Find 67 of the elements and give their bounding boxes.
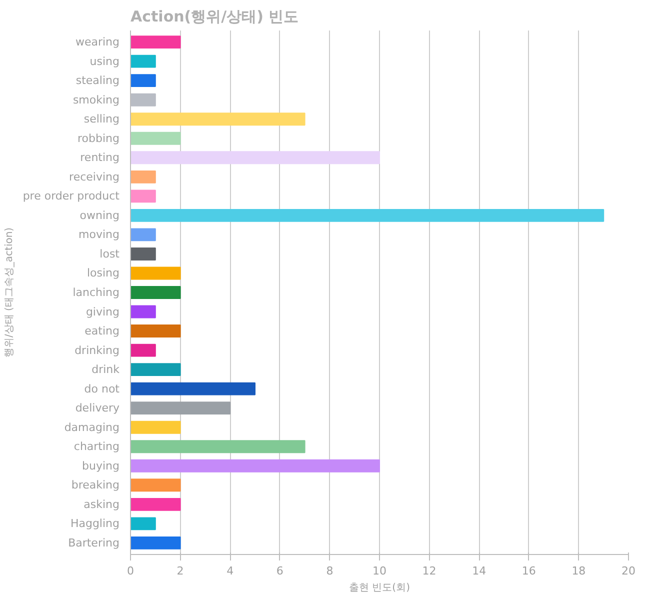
bar — [130, 382, 256, 396]
bar — [130, 536, 181, 550]
y-tick-label: lost — [100, 247, 120, 260]
bar — [130, 459, 380, 472]
bar — [130, 248, 156, 260]
y-tick-label: damaging — [64, 420, 120, 434]
bar — [130, 170, 156, 184]
bar — [130, 228, 156, 242]
y-tick-label: charting — [74, 440, 120, 454]
y-tick-label: eating — [84, 324, 120, 338]
y-tick-label: selling — [84, 112, 120, 126]
y-tick-label: Bartering — [68, 536, 120, 550]
bar — [130, 440, 306, 454]
chart-title: Action(행위/상태) 빈도 — [130, 8, 299, 26]
bar — [130, 305, 156, 318]
y-tick-label: moving — [78, 228, 120, 242]
x-tick-label: 0 — [127, 564, 134, 578]
bar — [130, 344, 156, 357]
y-tick-label: using — [90, 54, 120, 68]
y-tick-label: lanching — [72, 286, 120, 299]
bar — [130, 517, 156, 530]
y-tick-label: breaking — [71, 478, 120, 492]
y-tick-label: smoking — [72, 93, 120, 106]
bar — [130, 190, 156, 203]
bar — [130, 74, 156, 88]
bar — [130, 132, 181, 145]
x-tick-label: 2 — [176, 564, 184, 578]
y-tick-label: receiving — [69, 170, 120, 184]
bar — [130, 266, 181, 280]
y-tick-label: giving — [86, 305, 120, 318]
x-tick-label: 20 — [622, 564, 636, 578]
x-tick-label: 8 — [326, 564, 334, 578]
bar — [130, 54, 156, 68]
x-tick-label: 6 — [276, 564, 284, 578]
y-tick-label: pre order product — [22, 190, 120, 203]
bar — [130, 112, 306, 126]
bar — [130, 402, 231, 415]
bar — [130, 363, 181, 376]
bar — [130, 151, 380, 164]
y-tick-label: owning — [80, 208, 120, 222]
y-tick-label: delivery — [75, 402, 120, 415]
x-tick-label: 4 — [226, 564, 234, 578]
bar — [130, 286, 181, 299]
x-tick-label: 12 — [422, 564, 436, 578]
y-tick-label: buying — [82, 459, 120, 472]
y-tick-label: losing — [86, 266, 120, 280]
y-axis-title: 행위/상태 (태그속성_action) — [4, 227, 15, 358]
bar — [130, 208, 604, 222]
y-tick-label: wearing — [75, 36, 120, 49]
y-tick-label: drink — [92, 363, 120, 376]
x-tick-label: 10 — [372, 564, 386, 578]
x-tick-label: 18 — [572, 564, 586, 578]
y-tick-label: drinking — [74, 344, 120, 357]
y-tick-label: robbing — [78, 132, 120, 145]
y-tick-label: do not — [84, 382, 120, 396]
x-tick-label: 16 — [522, 564, 536, 578]
y-tick-label: renting — [80, 151, 120, 164]
bar — [130, 36, 181, 49]
bar — [130, 478, 181, 492]
bar — [130, 324, 181, 338]
y-tick-label: stealing — [76, 74, 120, 88]
y-tick-label: Haggling — [70, 517, 120, 530]
y-tick-label: asking — [84, 498, 120, 511]
x-axis-title: 출현 빈도(회) — [349, 582, 410, 594]
x-tick-label: 14 — [472, 564, 486, 578]
bar — [130, 420, 181, 434]
bar — [130, 498, 181, 511]
